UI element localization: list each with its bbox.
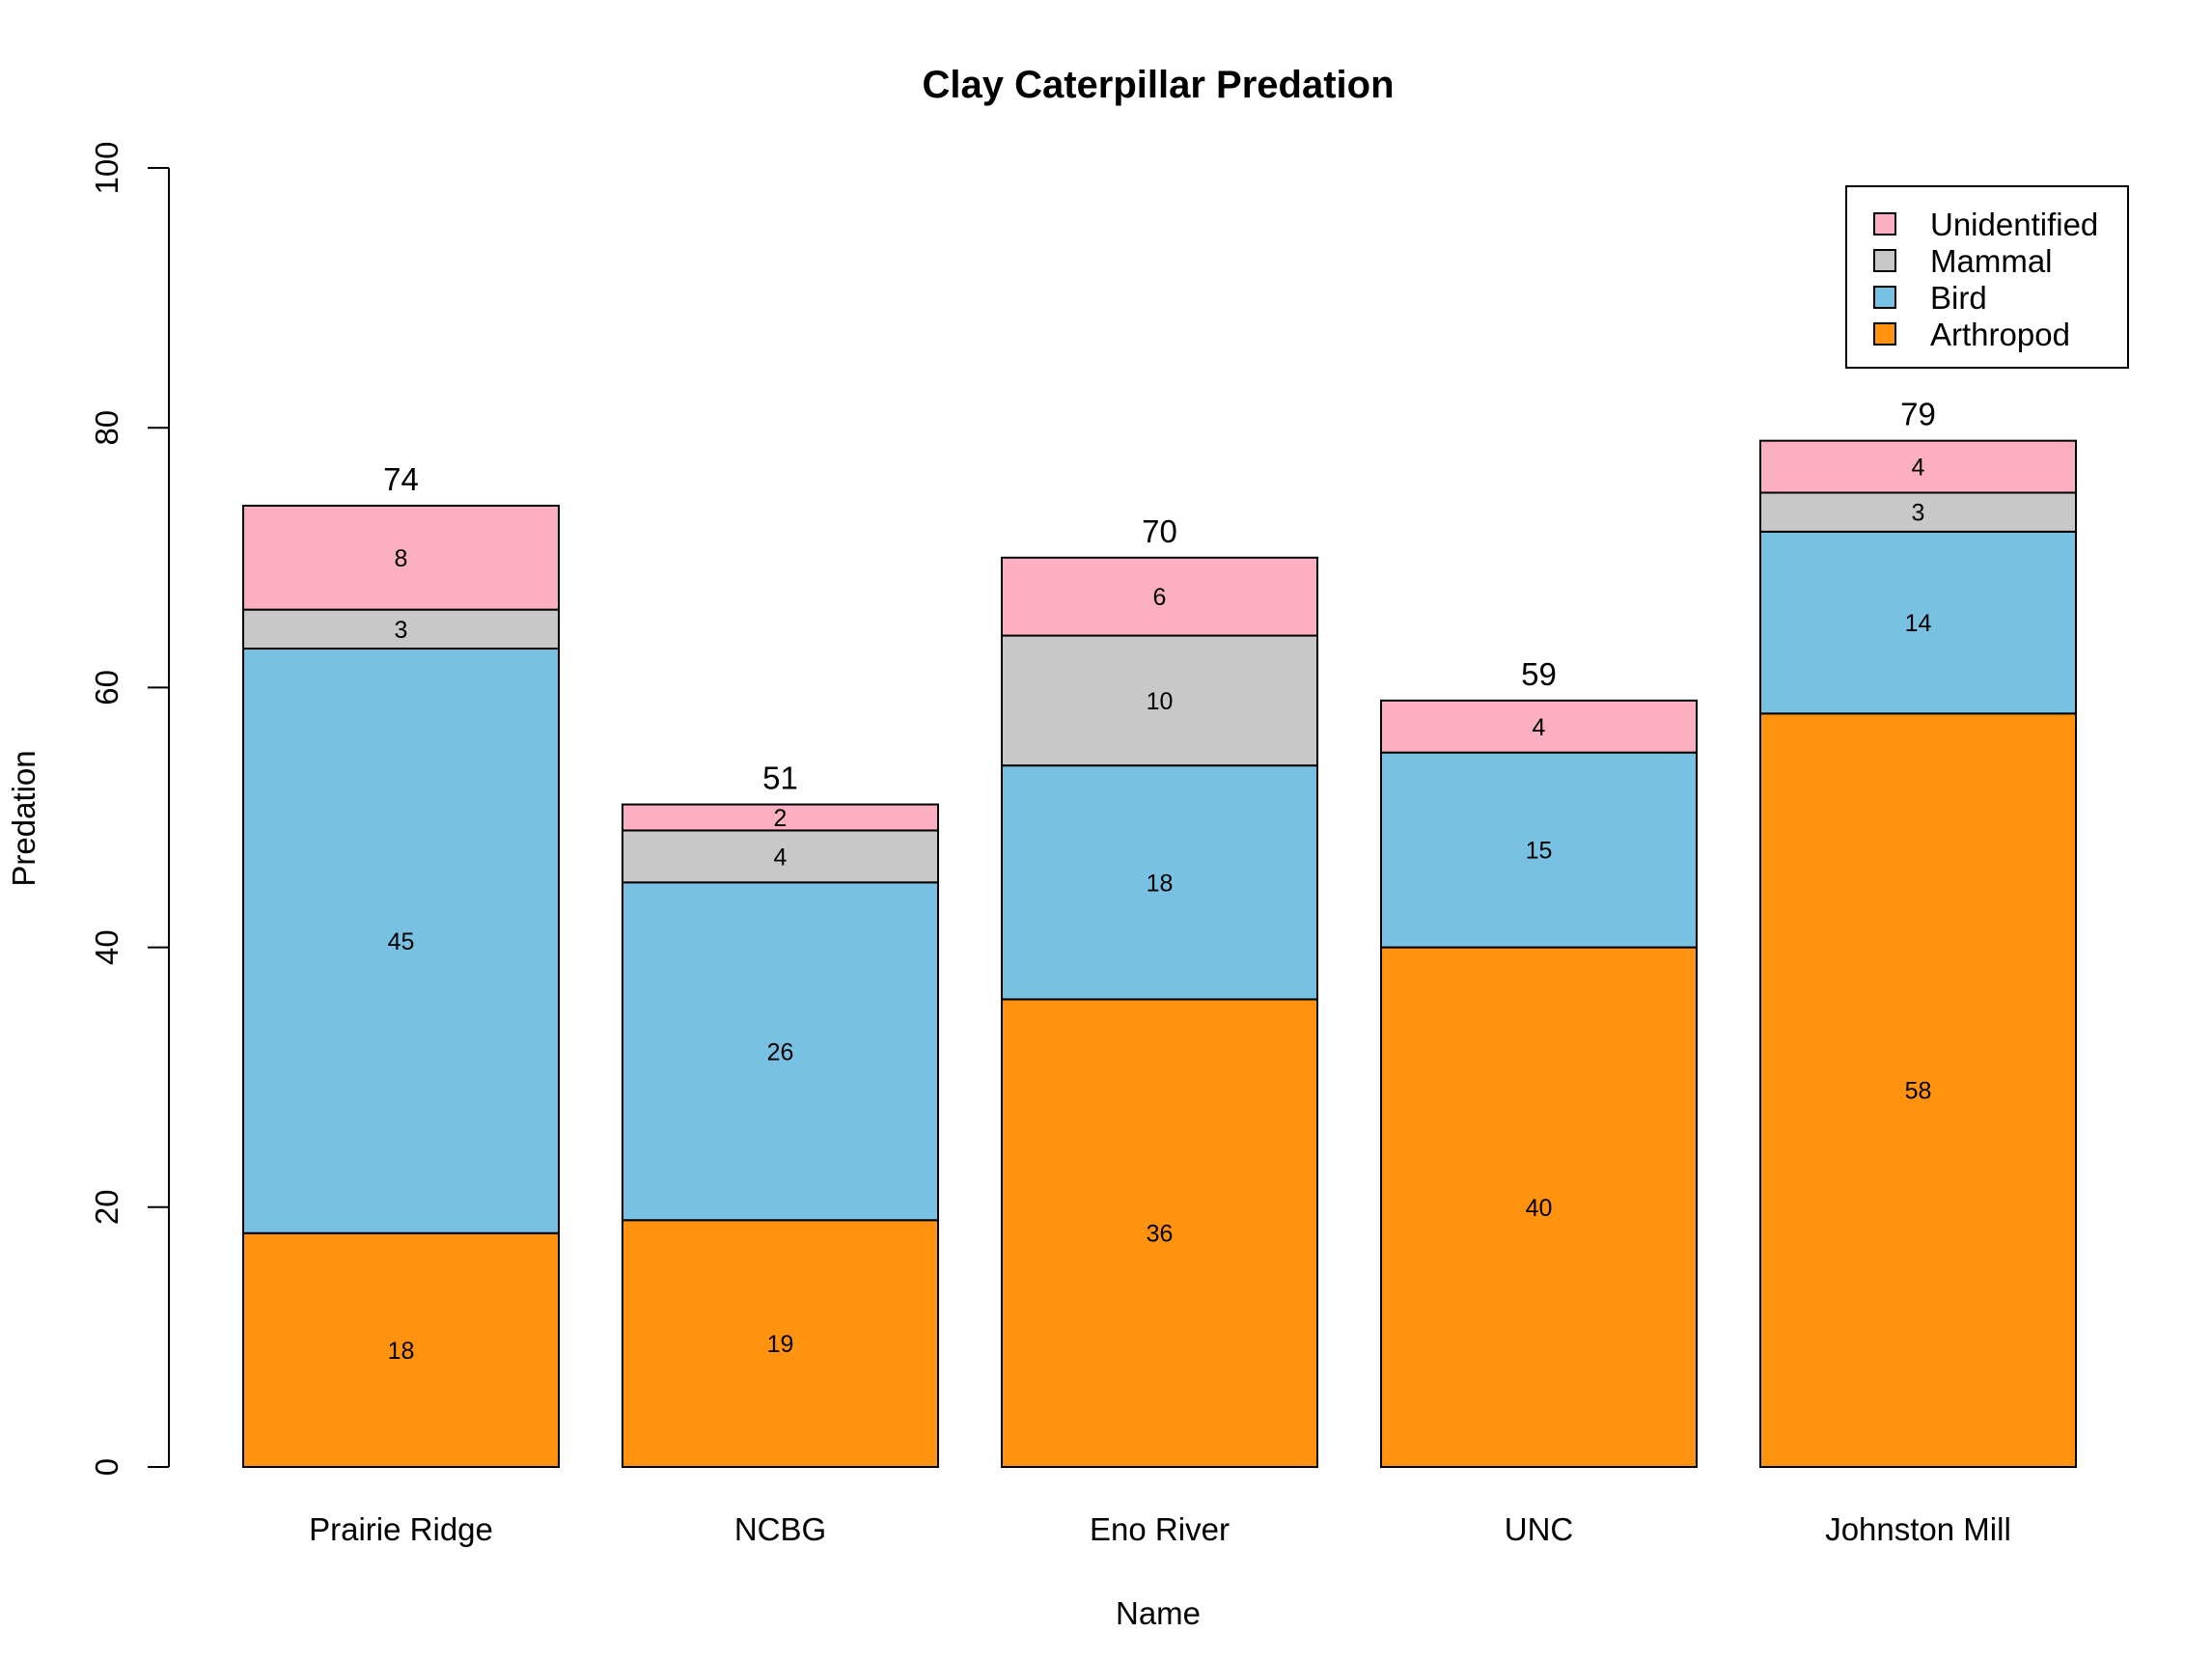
x-category-label: UNC	[1505, 1511, 1574, 1547]
y-tick-label: 0	[89, 1458, 124, 1476]
x-category-label: Eno River	[1090, 1511, 1230, 1547]
bar-segment-mammal	[1759, 491, 2077, 533]
legend-swatch-unidentified	[1873, 212, 1896, 235]
bar-total-label: 74	[383, 461, 419, 497]
legend-swatch-bird	[1873, 286, 1896, 309]
legend-label: Unidentified	[1930, 207, 2098, 242]
y-tick-label: 40	[89, 929, 124, 965]
y-axis: 0 20 40 60 80 100	[89, 141, 170, 1476]
bar-total-label: 70	[1142, 513, 1177, 549]
legend-label: Mammal	[1930, 243, 2053, 279]
segment-value-label: 18	[388, 1338, 415, 1365]
y-axis-title: Predation	[6, 750, 41, 886]
x-category-label: NCBG	[734, 1511, 826, 1547]
segment-value-label: 14	[1905, 610, 1932, 637]
bar-segment-unidentified	[1001, 556, 1318, 637]
x-category-label: Johnston Mill	[1825, 1511, 2011, 1547]
y-tick-label: 80	[89, 410, 124, 446]
bar-total-label: 51	[762, 761, 798, 796]
x-category-label: Prairie Ridge	[309, 1511, 493, 1547]
segment-value-label: 2	[774, 805, 788, 832]
chart-title: Clay Caterpillar Predation	[922, 64, 1394, 106]
bar-segment-bird	[242, 648, 560, 1234]
bars-group: 18 45 3 8 74 19 26 4 2 51 36 18 10 6 70 40 15 4 59 58 14 3 4 79	[242, 397, 2077, 1469]
segment-value-label: 15	[1526, 838, 1553, 865]
bar-segment-arthropod	[1001, 998, 1318, 1468]
bar-segment-bird	[622, 881, 939, 1222]
x-axis-title: Name	[1116, 1595, 1201, 1631]
segment-value-label: 8	[395, 545, 408, 572]
segment-value-label: 36	[1147, 1221, 1174, 1248]
segment-value-label: 40	[1526, 1195, 1553, 1222]
x-axis-labels: Prairie Ridge NCBG Eno River UNC Johnston Mi…	[309, 1511, 2011, 1547]
bar-segment-mammal	[242, 608, 560, 650]
bar-segment-bird	[1380, 751, 1698, 949]
y-tick-label: 100	[89, 141, 124, 194]
segment-value-label: 10	[1147, 688, 1174, 715]
legend-label: Arthropod	[1930, 317, 2070, 352]
segment-value-label: 4	[774, 844, 788, 871]
bar-segment-mammal	[1001, 634, 1318, 767]
bar-segment-arthropod	[1759, 712, 2077, 1468]
segment-value-label: 4	[1533, 714, 1546, 741]
segment-value-label: 6	[1153, 584, 1167, 611]
segment-value-label: 45	[388, 928, 415, 955]
bar-total-label: 79	[1900, 397, 1936, 432]
bar-segment-arthropod	[1380, 946, 1698, 1468]
segment-value-label: 3	[395, 617, 408, 644]
legend-swatch-mammal	[1873, 249, 1896, 272]
bar-segment-unidentified	[622, 803, 939, 832]
bar-segment-bird	[1001, 764, 1318, 1001]
bar-segment-bird	[1759, 530, 2077, 715]
segment-value-label: 3	[1912, 500, 1925, 527]
segment-value-label: 19	[767, 1331, 794, 1358]
y-tick-label: 60	[89, 670, 124, 706]
legend-label: Bird	[1930, 280, 1987, 316]
bar-segment-unidentified	[1380, 699, 1698, 754]
segment-value-label: 58	[1905, 1078, 1932, 1105]
legend-swatch-arthropod	[1873, 322, 1896, 346]
bar-segment-arthropod	[242, 1231, 560, 1468]
segment-value-label: 18	[1147, 870, 1174, 897]
y-tick-label: 20	[89, 1189, 124, 1225]
segment-value-label: 26	[767, 1038, 794, 1065]
segment-value-label: 4	[1912, 455, 1925, 482]
bar-segment-unidentified	[242, 504, 560, 611]
bar-segment-unidentified	[1759, 439, 2077, 494]
bar-segment-arthropod	[622, 1219, 939, 1469]
bar-total-label: 59	[1521, 656, 1557, 692]
bar-segment-mammal	[622, 829, 939, 884]
